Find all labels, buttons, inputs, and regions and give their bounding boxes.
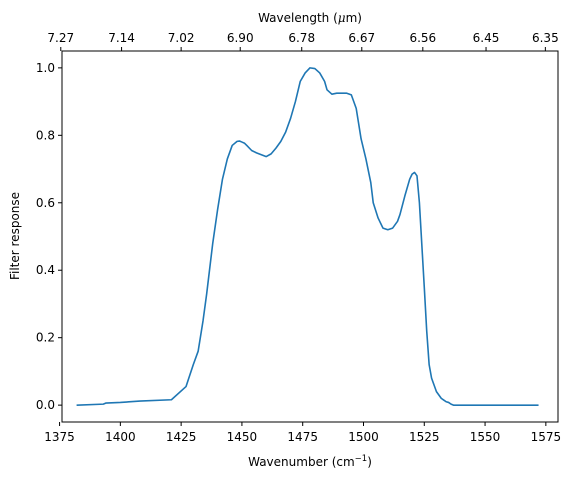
- x-tick-label: 1400: [105, 430, 136, 444]
- x-tick-label: 1375: [44, 430, 75, 444]
- top-x-tick-label: 7.27: [47, 31, 74, 45]
- top-x-tick-label: 6.90: [227, 31, 254, 45]
- y-axis: 0.0 0.2 0.4 0.6 0.8 1.0: [36, 61, 62, 412]
- x-axis-title: Wavenumber (cm−1): [248, 454, 372, 469]
- top-x-axis-title: Wavelength (μm): [258, 11, 362, 25]
- y-tick-label: 0.4: [36, 263, 55, 277]
- top-x-tick-label: 6.45: [473, 31, 500, 45]
- x-tick-label: 1550: [470, 430, 501, 444]
- plot-area: [61, 50, 559, 423]
- top-x-tick-label: 6.78: [288, 31, 315, 45]
- y-tick-label: 0.8: [36, 128, 55, 142]
- top-x-tick-label: 6.35: [532, 31, 559, 45]
- top-x-tick-label: 7.02: [168, 31, 195, 45]
- plot-frame: [61, 50, 559, 423]
- x-tick-label: 1525: [409, 430, 440, 444]
- series-line: [76, 67, 539, 406]
- x-tick-label: 1475: [287, 430, 318, 444]
- top-x-tick-label: 6.67: [348, 31, 375, 45]
- x-tick-label: 1450: [227, 430, 258, 444]
- top-x-tick-label: 7.14: [108, 31, 135, 45]
- x-tick-label: 1500: [348, 430, 379, 444]
- y-tick-label: 0.2: [36, 331, 55, 345]
- y-axis-title: Filter response: [8, 192, 22, 280]
- x-tick-label: 1575: [531, 430, 562, 444]
- x-tick-label: 1425: [166, 430, 197, 444]
- y-tick-label: 0.0: [36, 398, 55, 412]
- y-tick-label: 0.6: [36, 196, 55, 210]
- top-x-axis: 7.27 7.14 7.02 6.90 6.78 6.67 6.56 6.45 6.35: [47, 31, 559, 51]
- y-tick-label: 1.0: [36, 61, 55, 75]
- top-x-tick-label: 6.56: [409, 31, 436, 45]
- bottom-x-axis: 1375 1400 1425 1450 1475 1500 1525 1550 1575: [44, 422, 561, 444]
